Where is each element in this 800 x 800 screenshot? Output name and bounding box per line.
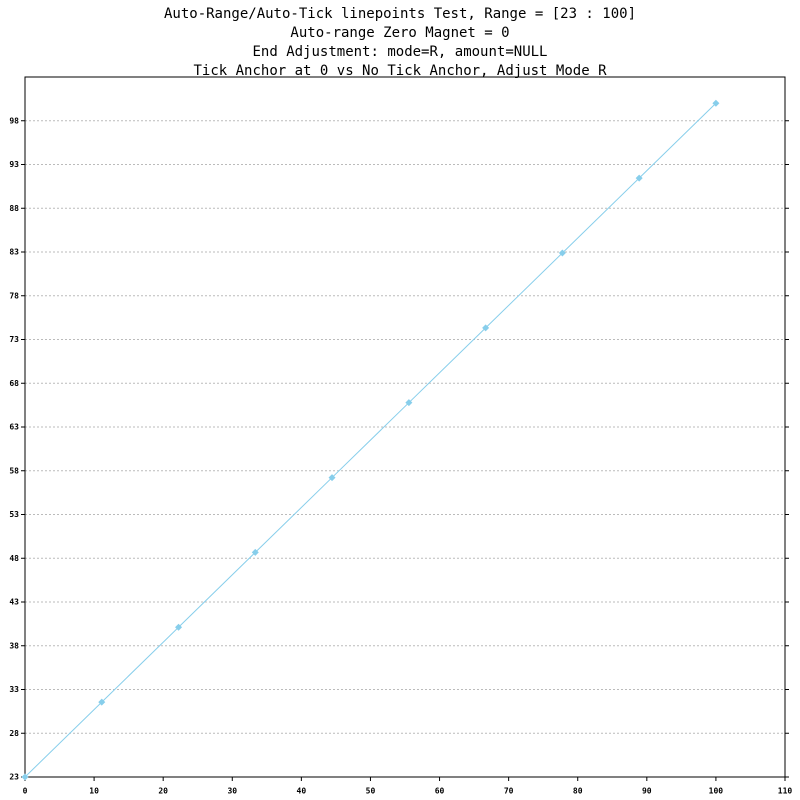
chart-title: Auto-range Zero Magnet = 0	[290, 25, 509, 41]
y-tick-label: 68	[9, 379, 19, 388]
y-tick-label: 98	[9, 116, 19, 125]
point	[98, 698, 106, 706]
point	[712, 99, 720, 107]
x-tick-label: 60	[435, 787, 445, 796]
plot-border	[24, 76, 786, 778]
y-tick-label: 43	[9, 598, 19, 607]
x-tick-label: 80	[573, 787, 583, 796]
y-tick-label: 53	[9, 510, 19, 519]
x-tick-label: 40	[297, 787, 307, 796]
point	[328, 474, 336, 482]
point	[251, 548, 259, 556]
y-tick-label: 83	[9, 248, 19, 257]
x-tick-label: 110	[778, 787, 793, 796]
chart-title: Auto-Range/Auto-Tick linepoints Test, Ra…	[164, 6, 636, 22]
x-tick-label: 70	[504, 787, 514, 796]
point	[405, 399, 413, 407]
y-tick-label: 93	[9, 160, 19, 169]
y-tick-label: 28	[9, 729, 19, 738]
line	[24, 102, 717, 778]
y-tick-label: 23	[9, 773, 19, 782]
point	[175, 623, 183, 631]
chart-title: Tick Anchor at 0 vs No Tick Anchor, Adju…	[193, 63, 607, 79]
point	[482, 324, 490, 332]
x-tick-label: 50	[366, 787, 376, 796]
y-tick-label: 63	[9, 423, 19, 432]
y-tick-label: 48	[9, 554, 19, 563]
y-tick-label: 38	[9, 641, 19, 650]
point	[21, 773, 29, 781]
point	[635, 174, 643, 182]
y-tick-label: 33	[9, 685, 19, 694]
y-tick-label: 78	[9, 291, 19, 300]
x-tick-label: 0	[23, 787, 28, 796]
x-tick-label: 10	[89, 787, 99, 796]
x-tick-label: 20	[158, 787, 168, 796]
y-tick-label: 88	[9, 204, 19, 213]
y-tick-label: 58	[9, 466, 19, 475]
x-tick-label: 30	[227, 787, 237, 796]
point	[558, 249, 566, 257]
x-tick-label: 90	[642, 787, 652, 796]
x-tick-label: 100	[709, 787, 724, 796]
y-tick-label: 73	[9, 335, 19, 344]
chart-title: End Adjustment: mode=R, amount=NULL	[252, 44, 547, 60]
